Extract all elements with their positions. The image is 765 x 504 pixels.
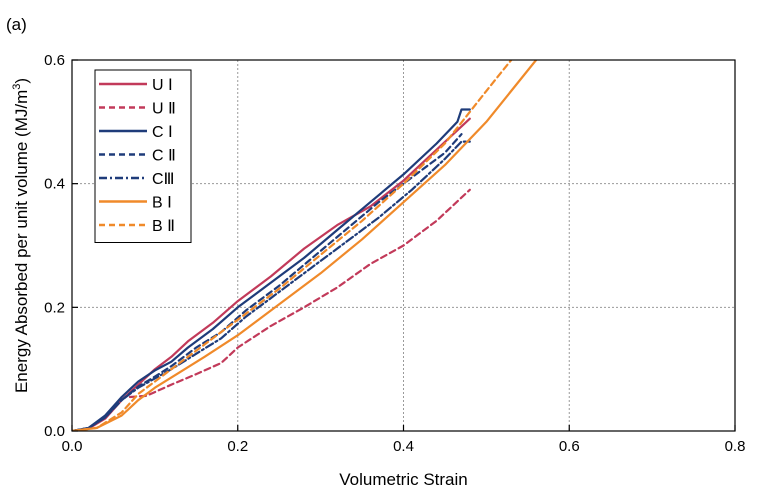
legend-label: CⅢ — [152, 171, 175, 188]
legend: U Ⅰ U Ⅱ C Ⅰ C Ⅱ CⅢ B Ⅰ B Ⅱ — [94, 69, 192, 243]
axis-ticks: 0.0 0.2 0.4 0.6 0.8 0.0 0.2 0.4 0.6 — [44, 52, 745, 455]
x-tick-label: 0.2 — [227, 438, 248, 455]
y-axis-label: Energy Absorbed per unit volume (MJ/m3) — [11, 78, 31, 393]
legend-label: U Ⅰ — [152, 77, 173, 94]
series-lines — [72, 60, 538, 431]
x-tick-label: 0.6 — [559, 438, 580, 455]
series-line-6 — [72, 60, 538, 431]
x-axis-label: Volumetric Strain — [339, 470, 468, 489]
series-line-2 — [128, 188, 471, 399]
series-line-5 — [72, 140, 471, 431]
y-axis-label-main: Energy Absorbed per unit volume (MJ/m — [12, 90, 31, 393]
x-tick-label: 0.8 — [725, 438, 746, 455]
legend-label: C Ⅱ — [152, 148, 176, 165]
legend-label: C Ⅰ — [152, 124, 173, 141]
x-tick-label: 0.0 — [62, 438, 83, 455]
y-tick-label: 0.4 — [44, 176, 65, 193]
legend-label: B Ⅱ — [152, 218, 175, 235]
legend-box — [94, 69, 192, 243]
y-tick-label: 0.2 — [44, 299, 65, 316]
y-axis-label-superscript: 3 — [11, 84, 23, 90]
series-line-7 — [72, 60, 513, 431]
y-tick-label: 0.6 — [44, 52, 65, 69]
legend-label: U Ⅱ — [152, 101, 176, 118]
x-tick-label: 0.4 — [393, 438, 414, 455]
gridlines — [72, 60, 735, 431]
legend-label: B Ⅰ — [152, 195, 172, 212]
y-axis-label-end: ) — [12, 78, 31, 84]
y-tick-label: 0.0 — [44, 423, 65, 440]
series-line-3 — [72, 108, 471, 431]
panel-label: (a) — [6, 15, 27, 34]
